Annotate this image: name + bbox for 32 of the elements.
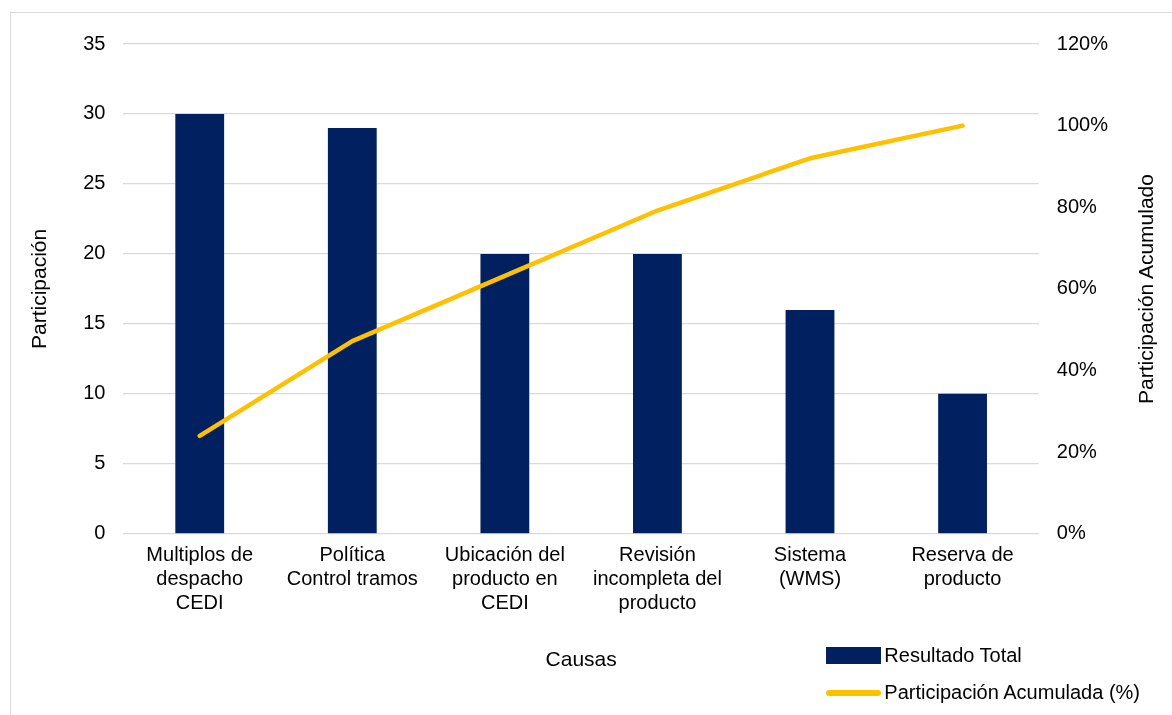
y2-tick-label: 20% <box>1056 439 1098 462</box>
bar <box>175 113 225 534</box>
y2-tick-label: 60% <box>1056 276 1098 299</box>
y-tick-label: 5 <box>94 451 106 474</box>
x-tick-label: Multiplos de despacho CEDI <box>146 543 254 614</box>
y-tick-label: 0 <box>94 521 106 544</box>
legend-label: Participación Acumulada (%) <box>884 680 1140 705</box>
y2-tick-label: 0% <box>1056 521 1086 544</box>
y2-axis-title: Participación Acumulado <box>1133 173 1158 404</box>
y-tick-label: 35 <box>83 31 106 54</box>
y-tick-label: 20 <box>83 241 106 264</box>
y-tick-label: 30 <box>83 101 106 124</box>
y-tick-label: 10 <box>83 381 106 404</box>
bar <box>480 253 530 534</box>
bar <box>633 253 682 534</box>
y2-tick-label: 80% <box>1056 194 1098 217</box>
legend-label: Resultado Total <box>884 643 1022 668</box>
y2-tick-label: 120% <box>1056 31 1109 54</box>
x-tick-label: Política Control tramos <box>286 543 418 590</box>
bar <box>785 309 835 534</box>
y2-tick-label: 40% <box>1056 358 1098 381</box>
x-tick-label: Sistema (WMS) <box>773 543 847 590</box>
y-axis-title: Participación <box>27 228 51 350</box>
x-tick-label: Revisión incompleta del producto <box>592 543 722 614</box>
x-tick-label: Ubicación del producto en CEDI <box>444 543 565 614</box>
bar <box>327 127 377 534</box>
y2-tick-label: 100% <box>1056 113 1109 136</box>
x-axis-title: Causas <box>545 647 617 671</box>
y-tick-label: 25 <box>83 171 106 194</box>
x-tick-label: Reserva de producto <box>911 543 1014 590</box>
bar <box>938 393 987 534</box>
y-tick-label: 15 <box>83 311 106 334</box>
